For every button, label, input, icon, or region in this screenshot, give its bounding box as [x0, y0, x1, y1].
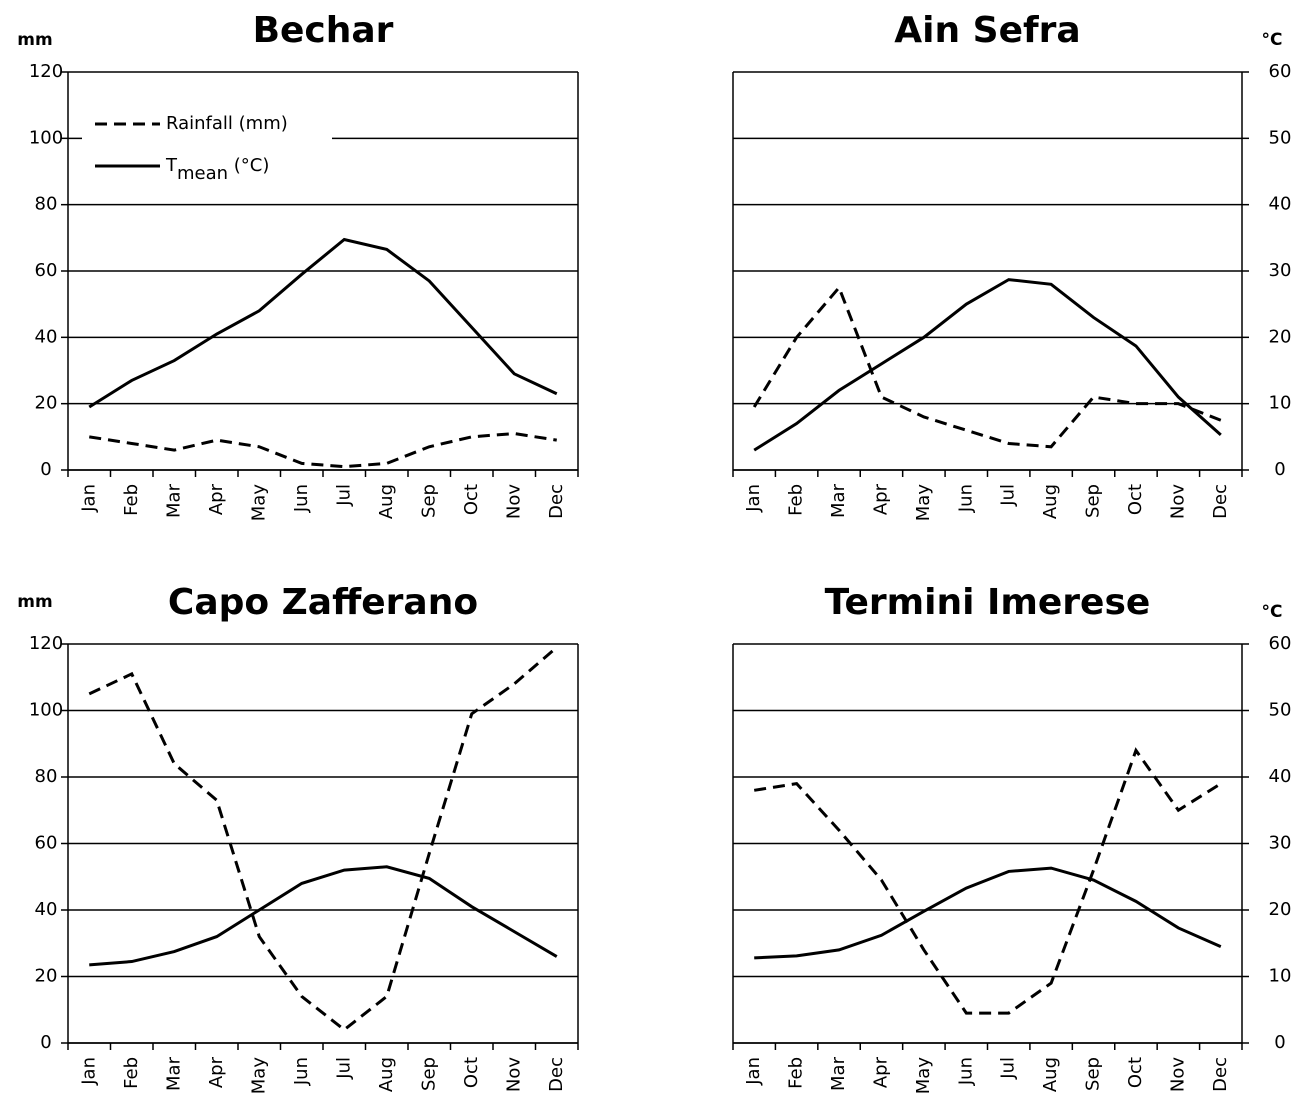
y-tick-label: 80	[35, 766, 58, 787]
x-tick-label: Sep	[418, 484, 439, 518]
y2-axis-unit: °C	[1262, 30, 1283, 50]
x-tick-label: May	[248, 484, 269, 522]
x-tick-label: Sep	[1083, 1057, 1104, 1091]
y2-tick-label: 0	[1274, 459, 1285, 480]
chart-title: Ain Sefra	[894, 10, 1080, 51]
y-tick-label: 100	[29, 700, 63, 721]
y-tick-label: 80	[35, 194, 58, 215]
x-tick-label: Jul	[333, 1057, 354, 1080]
x-tick-label: Sep	[1083, 484, 1104, 518]
x-tick-label: Oct	[1125, 1057, 1146, 1088]
y-tick-label: 100	[29, 127, 63, 148]
y2-tick-label: 0	[1274, 1032, 1285, 1053]
x-tick-label: Jan	[743, 1057, 764, 1086]
x-tick-label: Oct	[461, 1057, 482, 1088]
data-line	[88, 646, 558, 1032]
y-tick-label: 20	[35, 393, 58, 414]
legend-label-sub: mean	[177, 163, 228, 184]
x-tick-label: Aug	[376, 1057, 397, 1092]
x-tick-label: Jul	[998, 1057, 1019, 1080]
y-axis-unit: mm	[17, 30, 52, 50]
x-tick-label: Feb	[786, 484, 807, 516]
x-tick-label: Nov	[503, 484, 524, 519]
y2-tick-label: 10	[1269, 393, 1292, 414]
x-tick-label: Apr	[206, 483, 227, 515]
chart-title: Termini Imerese	[825, 582, 1151, 623]
x-tick-label: Feb	[121, 1057, 142, 1089]
y2-tick-label: 60	[1269, 633, 1292, 654]
x-tick-label: Dec	[546, 484, 567, 519]
data-line	[89, 432, 557, 469]
y-tick-label: 120	[29, 633, 63, 654]
x-tick-label: Apr	[870, 483, 891, 515]
y2-tick-label: 40	[1269, 194, 1292, 215]
x-tick-label: Jan	[78, 1057, 99, 1086]
y2-tick-label: 30	[1269, 260, 1292, 281]
y2-axis-unit: °C	[1262, 602, 1283, 622]
x-tick-label: Mar	[163, 483, 184, 518]
x-tick-label: Jan	[78, 484, 99, 513]
x-tick-label: Nov	[1167, 484, 1188, 519]
x-tick-label: Nov	[503, 1057, 524, 1092]
y-tick-label: 120	[29, 61, 63, 82]
y-tick-label: 0	[40, 459, 51, 480]
y2-tick-label: 20	[1269, 326, 1292, 347]
y-tick-label: 20	[35, 966, 58, 987]
x-tick-label: Mar	[828, 483, 849, 518]
legend-background	[82, 82, 332, 202]
x-tick-label: Jul	[333, 484, 354, 507]
x-tick-label: Jun	[291, 1057, 312, 1086]
y-tick-label: 60	[35, 833, 58, 854]
y-tick-label: 40	[35, 326, 58, 347]
y2-tick-label: 20	[1269, 899, 1292, 920]
x-tick-label: Mar	[828, 1056, 849, 1091]
legend-label: Rainfall (mm)	[166, 113, 288, 134]
chart-title: Bechar	[253, 10, 394, 51]
y2-tick-label: 50	[1269, 127, 1292, 148]
legend-label: Tmean (°C)	[165, 155, 269, 184]
chart-title: Capo Zafferano	[168, 582, 478, 623]
x-tick-label: Jun	[955, 484, 976, 513]
y-tick-label: 0	[40, 1032, 51, 1053]
y2-tick-label: 60	[1269, 61, 1292, 82]
y2-tick-label: 40	[1269, 766, 1292, 787]
y-tick-label: 40	[35, 899, 58, 920]
x-tick-label: Dec	[546, 1057, 567, 1092]
y-axis-unit: mm	[17, 592, 52, 612]
x-tick-label: May	[913, 1057, 934, 1095]
legend-label-part: (°C)	[228, 155, 269, 176]
y-tick-label: 60	[35, 260, 58, 281]
x-tick-label: Oct	[1125, 484, 1146, 515]
data-line	[754, 866, 1222, 960]
data-line	[89, 865, 558, 967]
x-tick-label: Apr	[206, 1056, 227, 1088]
x-tick-label: Oct	[461, 484, 482, 515]
x-tick-label: Feb	[786, 1057, 807, 1089]
data-line	[753, 747, 1222, 1015]
y2-tick-label: 50	[1269, 700, 1292, 721]
x-tick-label: Dec	[1210, 484, 1231, 519]
x-tick-label: Jun	[955, 1057, 976, 1086]
x-tick-label: May	[248, 1057, 269, 1095]
x-tick-label: Jan	[743, 484, 764, 513]
x-tick-label: Dec	[1210, 1057, 1231, 1092]
x-tick-label: Jun	[291, 484, 312, 513]
x-tick-label: Apr	[870, 1056, 891, 1088]
y2-tick-label: 10	[1269, 966, 1292, 987]
data-line	[753, 278, 1222, 452]
x-tick-label: Mar	[163, 1056, 184, 1091]
x-tick-label: Sep	[418, 1057, 439, 1091]
x-tick-label: Aug	[376, 484, 397, 519]
x-tick-label: Aug	[1040, 1057, 1061, 1092]
y2-tick-label: 30	[1269, 833, 1292, 854]
x-tick-label: Feb	[121, 484, 142, 516]
x-tick-label: Aug	[1040, 484, 1061, 519]
data-line	[88, 237, 558, 409]
legend-label-part: T	[165, 155, 178, 176]
x-tick-label: May	[913, 484, 934, 522]
x-tick-label: Jul	[998, 484, 1019, 507]
x-tick-label: Nov	[1167, 1057, 1188, 1092]
data-line	[752, 284, 1222, 449]
